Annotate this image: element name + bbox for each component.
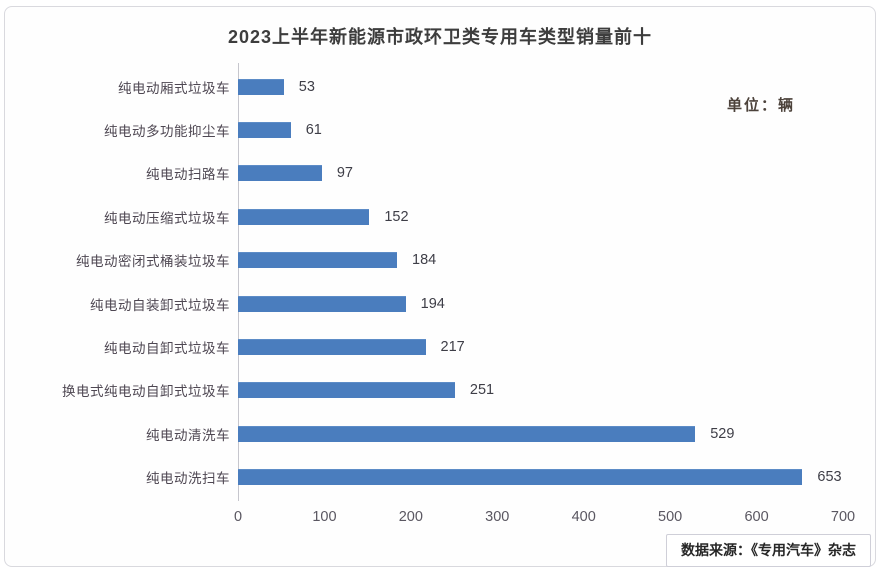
category-label: 纯电动压缩式垃圾车 [104,210,230,226]
bar [238,469,803,486]
category-label: 纯电动密闭式桶装垃圾车 [76,254,230,270]
x-tick-label: 300 [485,509,510,525]
bar [238,78,284,95]
category-label: 纯电动自装卸式垃圾车 [90,297,230,313]
bar-track: 529 [238,425,843,442]
x-tick-label: 200 [398,509,423,525]
value-label: 61 [305,122,322,139]
value-label: 53 [298,78,315,95]
y-axis-line [238,63,239,501]
bar [238,295,406,312]
x-axis-ticks: 0 100 200 300 400 500 600 700 [234,509,855,529]
category-label: 纯电动清洗车 [146,427,230,443]
value-label: 251 [469,382,495,399]
bar-row: 纯电动密闭式桶装垃圾车 184 [13,239,858,282]
value-label: 194 [420,295,445,312]
bar-track: 653 [238,469,843,486]
bar [238,165,322,182]
bar [238,425,696,442]
category-label: 纯电动扫路车 [146,167,230,183]
category-label: 纯电动洗扫车 [146,471,230,487]
category-label: 纯电动自卸式垃圾车 [104,341,230,357]
bar-row: 纯电动扫路车 97 [13,152,858,195]
x-tick-label: 700 [830,509,856,525]
bar-chart: 纯电动厢式垃圾车 53 纯电动多功能抑尘车 61 纯电动扫路车 97 纯电动压缩式垃圾车 15… [13,63,858,501]
bar-row: 换电式纯电动自卸式垃圾车 251 [13,369,858,412]
value-label: 152 [384,208,409,225]
bar-row: 纯电动清洗车 529 [13,412,858,455]
bar-track: 152 [238,208,843,225]
category-label: 换电式纯电动自卸式垃圾车 [62,384,230,400]
value-label: 217 [440,339,465,356]
bar-row: 纯电动厢式垃圾车 53 [13,65,858,108]
x-tick-label: 500 [658,509,683,525]
bar-track: 217 [238,339,843,356]
bar-row: 纯电动压缩式垃圾车 152 [13,195,858,238]
x-tick-label: 0 [233,509,243,525]
bar [238,208,370,225]
x-tick-label: 100 [312,509,337,525]
bar-track: 184 [238,252,843,269]
bar-track: 61 [238,122,843,139]
category-label: 纯电动厢式垃圾车 [118,80,230,96]
bar-row: 纯电动多功能抑尘车 61 [13,108,858,151]
chart-title: 2023上半年新能源市政环卫类专用车类型销量前十 [227,27,653,47]
bar-track: 53 [238,78,843,95]
chart-card: 2023上半年新能源市政环卫类专用车类型销量前十 单位：辆 纯电动厢式垃圾车 53… [4,6,876,567]
value-label: 653 [817,469,842,486]
value-label: 184 [412,252,437,269]
bar [238,122,291,139]
x-tick-label: 400 [571,509,596,525]
bar [238,339,426,356]
bar [238,252,398,269]
data-source-label: 数据来源：《专用汽车》杂志 [666,534,871,567]
bar-track: 194 [238,295,843,312]
value-label: 97 [336,165,353,182]
bar-row: 纯电动洗扫车 653 [13,456,858,499]
bar-track: 97 [238,165,843,182]
value-label: 529 [710,425,735,442]
bar-track: 251 [238,382,843,399]
category-label: 纯电动多功能抑尘车 [104,124,230,140]
x-tick-label: 600 [744,509,769,525]
bar-row: 纯电动自装卸式垃圾车 194 [13,282,858,325]
unit-label: 单位：辆 [726,97,795,114]
bar [238,382,455,399]
bar-row: 纯电动自卸式垃圾车 217 [13,325,858,368]
